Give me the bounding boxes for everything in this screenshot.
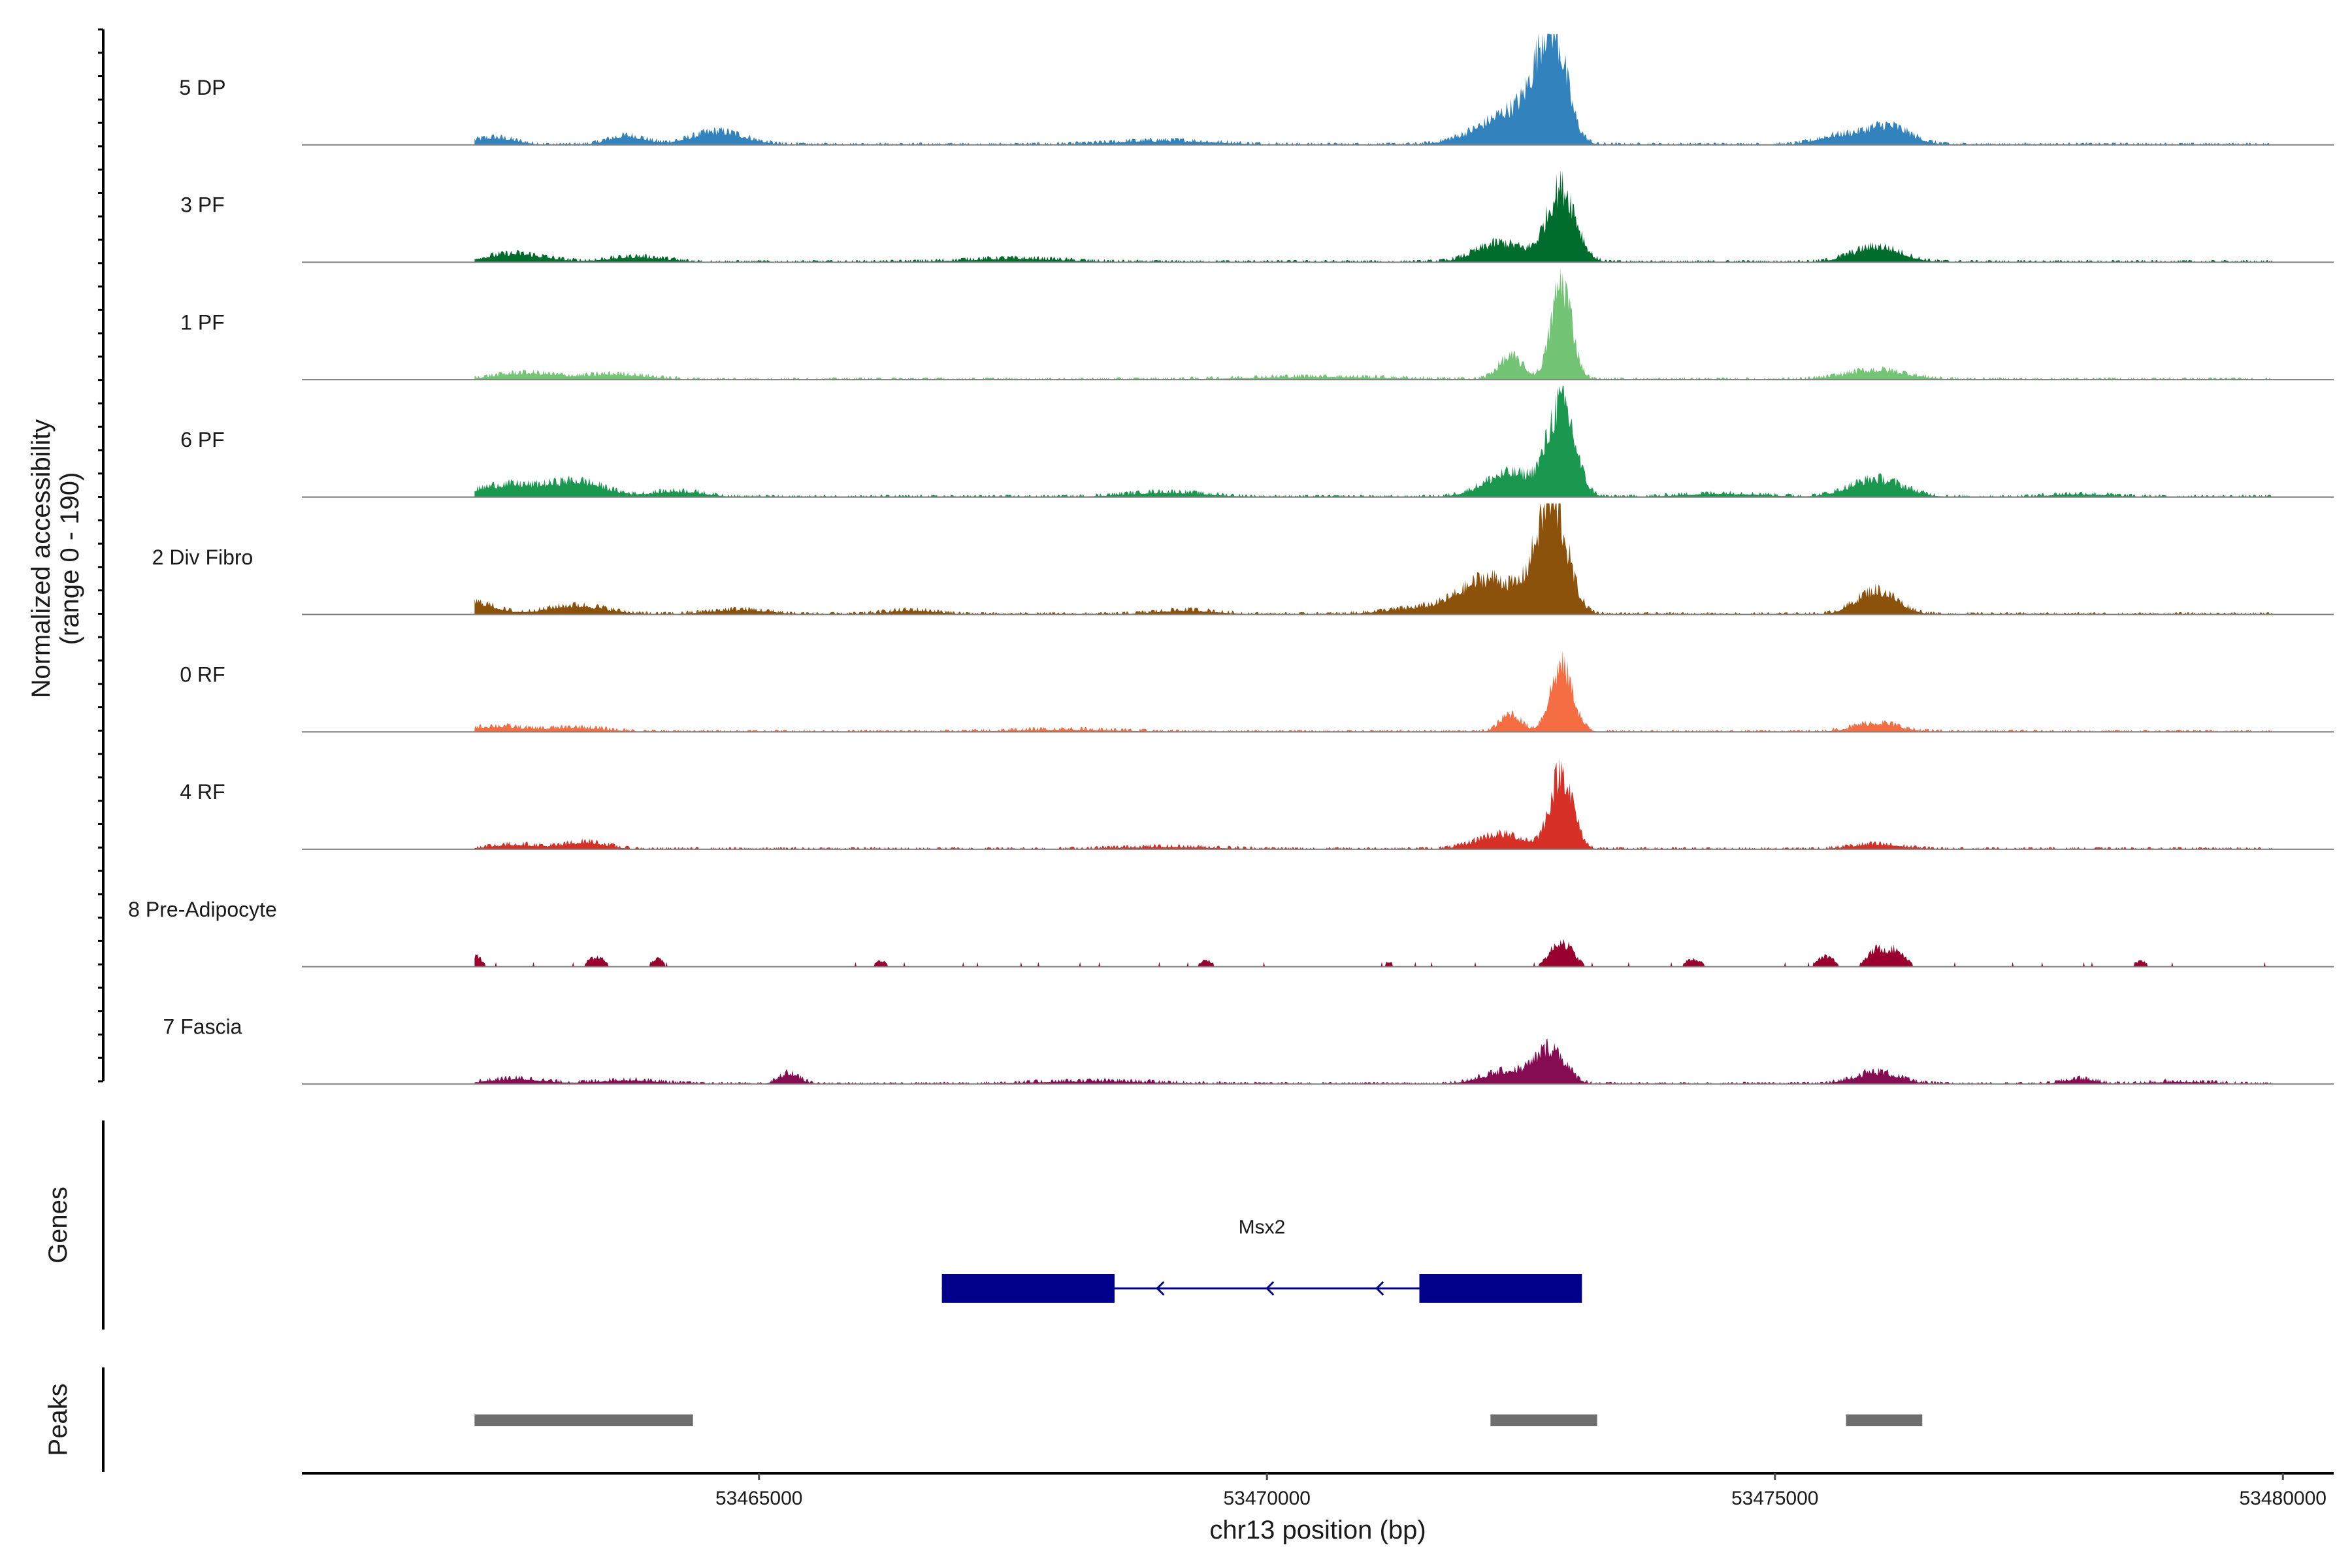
track-0-rf: 0 RF	[180, 650, 2334, 733]
track-1-pf: 1 PF	[180, 269, 2334, 381]
track-label: 3 PF	[180, 193, 225, 217]
gene-exon	[1419, 1274, 1582, 1303]
track-label: 5 DP	[179, 76, 225, 99]
track-label: 6 PF	[180, 428, 225, 451]
x-tick-label: 53475000	[1731, 1488, 1818, 1509]
gene-track: Msx2	[941, 1217, 1582, 1303]
strand-arrow	[1266, 1281, 1275, 1296]
coverage-area	[474, 269, 2273, 380]
track-4-rf: 4 RF	[180, 757, 2334, 850]
peak-region	[474, 1414, 693, 1426]
coverage-area	[474, 385, 2273, 497]
track-2-div-fibro: 2 Div Fibro	[152, 503, 2334, 615]
track-6-pf: 6 PF	[180, 385, 2334, 498]
track-label: 2 Div Fibro	[152, 546, 253, 569]
track-3-pf: 3 PF	[180, 170, 2334, 263]
peak-region	[1846, 1414, 1923, 1426]
coverage-area	[474, 33, 2273, 145]
track-label: 4 RF	[180, 780, 225, 804]
coverage-y-axis-title-line2: (range 0 - 190)	[56, 472, 84, 645]
strand-arrow	[1156, 1281, 1165, 1296]
coverage-area	[474, 650, 2273, 732]
x-tick-label: 53465000	[715, 1488, 802, 1509]
coverage-area	[474, 757, 2273, 849]
track-label: 1 PF	[180, 310, 225, 334]
strand-arrow	[1375, 1281, 1384, 1296]
gene-name-label: Msx2	[1239, 1217, 1286, 1238]
coverage-y-axis-title-line1: Normalized accessibility	[27, 419, 56, 698]
x-axis-ticks: 53465000 53470000 53475000 53480000	[715, 1473, 2327, 1509]
coverage-area	[474, 170, 2273, 263]
genes-panel-title: Genes	[44, 1186, 73, 1264]
x-axis-title: chr13 position (bp)	[1209, 1516, 1426, 1544]
x-tick-label: 53480000	[2240, 1488, 2327, 1509]
gene-exon	[941, 1274, 1115, 1303]
track-7-fascia: 7 Fascia	[163, 1015, 2334, 1085]
peak-regions	[474, 1414, 1923, 1426]
track-label: 7 Fascia	[163, 1015, 242, 1039]
coverage-area	[474, 503, 2273, 615]
x-tick-label: 53470000	[1224, 1488, 1311, 1509]
track-label: 8 Pre-Adipocyte	[128, 898, 277, 921]
peak-region	[1490, 1414, 1597, 1426]
track-5-dp: 5 DP	[179, 33, 2334, 146]
peaks-panel-title: Peaks	[44, 1383, 73, 1456]
track-8-pre-adipocyte: 8 Pre-Adipocyte	[128, 898, 2334, 968]
track-label: 0 RF	[180, 663, 225, 687]
coverage-y-axis	[98, 28, 105, 1083]
coverage-area	[474, 1038, 2273, 1085]
coverage-area	[474, 939, 2273, 967]
coverage-tracks: 5 DP 3 PF 1 PF 6 PF 2 Div Fibro 0 RF 4 RF 8 Pre…	[128, 33, 2334, 1085]
coverage-y-ticks	[98, 28, 103, 1083]
